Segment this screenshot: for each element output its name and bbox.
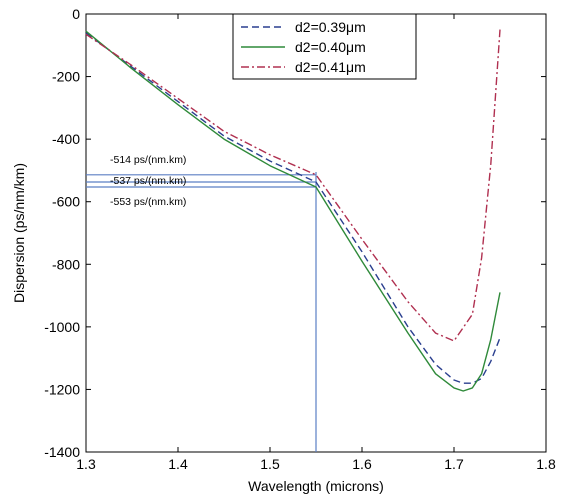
y-tick-label: -1400 xyxy=(44,444,80,460)
y-tick-label: 0 xyxy=(72,6,80,22)
x-tick-label: 1.3 xyxy=(76,456,96,472)
x-axis-title: Wavelength (microns) xyxy=(248,478,384,494)
y-axis: 0 -200 -400 -600 -800 -1000 -1200 -1400 xyxy=(44,6,546,460)
x-tick-label: 1.7 xyxy=(444,456,464,472)
series-group xyxy=(85,29,501,392)
x-tick-label: 1.8 xyxy=(536,456,556,472)
annotation-label: -553 ps/(nm.km) xyxy=(110,196,186,208)
y-tick-label: -600 xyxy=(52,194,80,210)
y-tick-label: -800 xyxy=(52,256,80,272)
x-tick-label: 1.6 xyxy=(352,456,372,472)
series-line-1 xyxy=(85,30,501,392)
series-line-0 xyxy=(85,32,501,384)
legend: d2=0.39μm d2=0.40μm d2=0.41μm xyxy=(232,13,417,80)
legend-entry-label: d2=0.39μm xyxy=(295,19,366,35)
x-tick-label: 1.4 xyxy=(168,456,188,472)
x-tick-label: 1.5 xyxy=(260,456,280,472)
y-tick-label: -200 xyxy=(52,69,80,85)
x-axis: 1.3 1.4 1.5 1.6 1.7 1.8 xyxy=(76,14,556,472)
y-tick-label: -1200 xyxy=(44,381,80,397)
annotations: -514 ps/(nm.km) -537 ps/(nm.km) -553 ps/(n… xyxy=(110,154,186,208)
y-tick-label: -400 xyxy=(52,131,80,147)
y-axis-title: Dispersion (ps/nm/km) xyxy=(11,163,27,303)
reference-lines xyxy=(86,171,317,452)
legend-entry-label: d2=0.41μm xyxy=(295,59,366,75)
annotation-label: -514 ps/(nm.km) xyxy=(110,154,186,166)
y-tick-label: -1000 xyxy=(44,319,80,335)
series-line-2 xyxy=(85,29,501,342)
annotation-label: -537 ps/(nm.km) xyxy=(110,175,186,187)
legend-entry-label: d2=0.40μm xyxy=(295,39,366,55)
